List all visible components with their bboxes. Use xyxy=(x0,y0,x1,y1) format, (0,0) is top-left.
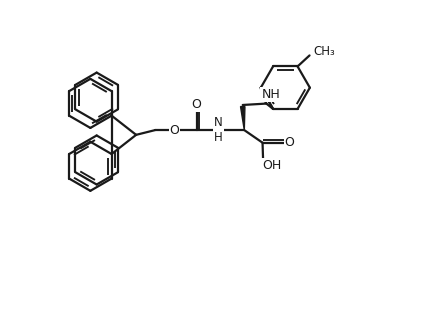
Text: O: O xyxy=(285,136,294,149)
Text: O: O xyxy=(192,99,201,111)
Text: N
H: N H xyxy=(214,116,223,144)
Polygon shape xyxy=(241,107,245,130)
Text: CH₃: CH₃ xyxy=(313,45,335,58)
Text: O: O xyxy=(170,124,179,137)
Text: NH: NH xyxy=(262,88,280,101)
Text: OH: OH xyxy=(262,159,282,172)
